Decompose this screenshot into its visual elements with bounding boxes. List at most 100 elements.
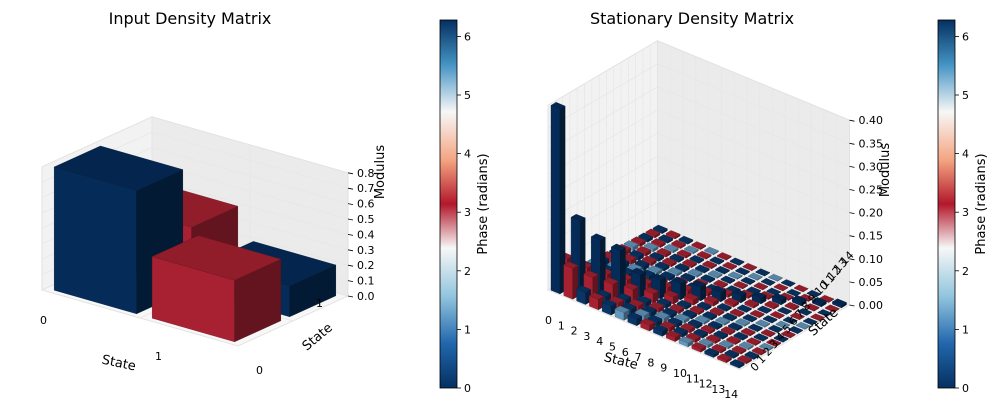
bar-top-face	[694, 315, 710, 323]
bar-3d	[795, 321, 811, 330]
bar-top-face	[700, 324, 716, 332]
bar-top-face	[817, 309, 833, 317]
bar-3d	[773, 283, 789, 292]
bar-3d	[652, 224, 668, 235]
bar-3d	[627, 312, 643, 327]
bar-top-face	[709, 256, 725, 264]
bar-3d	[691, 241, 707, 250]
chart-title: Input Density Matrix	[109, 9, 272, 28]
bar-top-face	[700, 274, 716, 282]
bar-3d	[713, 330, 729, 340]
bar-3d	[742, 263, 758, 272]
bar-top-face	[621, 302, 637, 310]
bar-top-face	[654, 311, 670, 319]
x-tick-label: 8	[647, 356, 654, 369]
y-axis-label: State	[300, 321, 336, 355]
bar-3d	[683, 245, 699, 255]
bar-top-face	[715, 316, 731, 324]
z-tick-label: 0.5	[357, 213, 375, 226]
colorbar-tick-label: 1	[962, 323, 969, 336]
z-tick-mark	[347, 249, 354, 252]
bar-top-face	[680, 322, 696, 331]
bar-top-face	[727, 322, 743, 330]
bar-top-face	[793, 284, 809, 292]
chart-input-density: Input Density Matrix 0.00.10.20.30.40.50…	[40, 9, 388, 377]
bar-3d	[811, 297, 827, 308]
bar-top-face	[669, 253, 685, 261]
colorbar-tick-label: 2	[962, 265, 969, 278]
bar-3d	[53, 145, 184, 315]
bar-3d	[747, 323, 763, 333]
bar-top-face	[731, 345, 747, 353]
z-tick-mark	[849, 235, 855, 238]
bar-3d	[762, 315, 778, 324]
colorbar-tick-label: 4	[962, 148, 969, 161]
bar-top-face	[811, 297, 827, 305]
bar-3d	[810, 313, 826, 322]
bar-3d	[678, 235, 694, 245]
bar-top-face	[724, 349, 740, 357]
z-tick-label: 0.35	[859, 137, 884, 150]
bar-top-face	[590, 233, 606, 241]
bar-top-face	[758, 342, 774, 351]
bar-top-face	[702, 311, 718, 319]
bar-top-face	[656, 247, 672, 256]
bar-top-face	[691, 280, 707, 288]
bar-top-face	[641, 305, 657, 313]
bar-3d	[694, 264, 710, 274]
bar-front-face	[550, 105, 561, 295]
bar-top-face	[729, 359, 745, 367]
bar-3d	[709, 307, 725, 317]
grid-line	[547, 63, 850, 144]
bar-3d	[716, 303, 732, 312]
z-tick-mark	[347, 218, 354, 221]
bar-top-face	[702, 260, 718, 268]
bar-3d	[780, 279, 796, 288]
bar-top-face	[751, 346, 767, 355]
bar-top-face	[762, 315, 778, 323]
bar-3d	[563, 261, 579, 300]
bar-top-face	[610, 243, 626, 251]
bars-group	[53, 145, 337, 343]
bar-top-face	[737, 355, 753, 363]
bar-3d	[711, 285, 727, 303]
bar-3d	[722, 261, 738, 271]
z-tick-label: 0.2	[357, 259, 375, 272]
z-tick-mark	[347, 203, 354, 205]
bar-top-face	[687, 319, 703, 327]
bar-top-face	[634, 308, 650, 316]
x-tick-label: 7	[635, 351, 642, 364]
z-tick-label: 0.8	[357, 167, 375, 180]
bar-3d	[727, 322, 743, 332]
bar-top-face	[636, 246, 652, 254]
bar-3d	[784, 302, 800, 311]
bar-3d	[806, 289, 822, 298]
bar-top-face	[682, 309, 698, 317]
bar-3d	[791, 295, 807, 307]
colorbar-tick-label: 0	[464, 382, 471, 395]
bar-top-face	[650, 238, 666, 246]
bar-3d	[678, 336, 694, 348]
colorbar-right: 0 1 2 3 4 5 6 Phase (radians)	[937, 19, 989, 395]
bar-3d	[707, 320, 723, 331]
z-tick-mark	[849, 281, 855, 284]
bar-top-face	[760, 278, 776, 286]
colorbar-label: Phase (radians)	[476, 153, 491, 254]
bar-top-face	[713, 279, 729, 287]
bar-3d	[702, 260, 718, 270]
colorbar-gradient	[937, 19, 956, 389]
z-tick-label: 0.15	[859, 230, 884, 243]
bar-top-face	[716, 353, 732, 361]
bar-3d	[740, 327, 756, 337]
colorbar-tick-label: 3	[962, 206, 969, 219]
bar-top-face	[658, 234, 674, 242]
bar-top-face	[755, 319, 771, 327]
bar-top-face	[791, 295, 807, 303]
colorbar-tick-label: 5	[464, 89, 471, 102]
bar-3d	[753, 282, 769, 291]
bar-top-face	[629, 249, 645, 258]
x-tick-label: 3	[583, 330, 590, 343]
x-tick-label: 10	[673, 367, 687, 380]
bar-3d	[729, 308, 745, 318]
z-tick-label: 0.3	[357, 244, 375, 257]
